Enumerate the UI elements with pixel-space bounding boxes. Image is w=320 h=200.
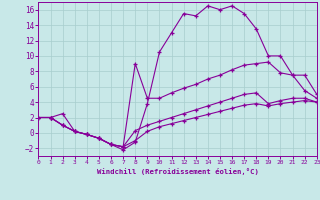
X-axis label: Windchill (Refroidissement éolien,°C): Windchill (Refroidissement éolien,°C) [97,168,259,175]
